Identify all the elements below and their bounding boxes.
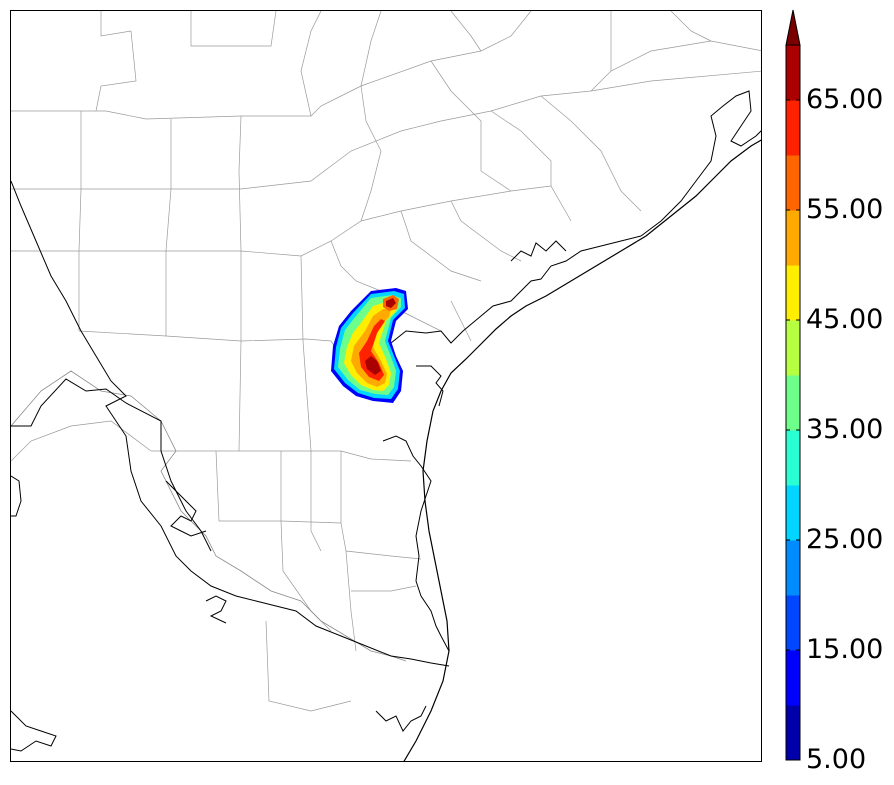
radar-map [10,10,762,762]
colorbar-bin [786,595,800,651]
coastline [403,139,761,761]
colorbar-bin [786,430,800,486]
colorbar-bin [786,320,800,376]
colorbar-tick-label: 5.00 [806,744,867,775]
laguna-inlet [165,480,207,537]
colorbar-extend-arrow [785,9,801,46]
state-border [11,370,407,662]
colorbar-bin [786,210,800,266]
west-edge-outline [11,475,22,517]
bay-detail-3 [375,705,427,732]
colorbar-tick-label: 15.00 [806,634,884,665]
southwest-coast [11,710,57,752]
laguna-inlet-2 [205,595,227,624]
bay-outline-north [390,235,642,344]
colorbar-tick-label: 55.00 [806,194,884,225]
reflectivity-cell [331,288,408,403]
colorbar-tick-label: 45.00 [806,304,884,335]
colorbar-bin [786,100,800,156]
bay-detail-2 [510,240,567,262]
colorbar-bin [786,375,800,431]
river-border-west [11,378,212,552]
colorbar-bin [786,705,800,761]
colorbar-tick-label: 35.00 [806,414,884,445]
bay-outline-east [640,90,761,237]
colorbar-outline [785,44,801,761]
colorbar-bin [786,265,800,321]
colorbar-bin [786,155,800,211]
colorbar-bin [786,485,800,541]
colorbar-bin [786,540,800,596]
river-border [11,180,450,667]
map-canvas [11,11,761,761]
bay-outline [382,435,450,652]
colorbar-tick-label: 65.00 [806,84,884,115]
colorbar-bin [786,45,800,101]
colorbar-bin [786,650,800,706]
bay-detail-1 [416,365,444,407]
county-borders [11,11,761,712]
colorbar-tick-label: 25.00 [806,524,884,555]
